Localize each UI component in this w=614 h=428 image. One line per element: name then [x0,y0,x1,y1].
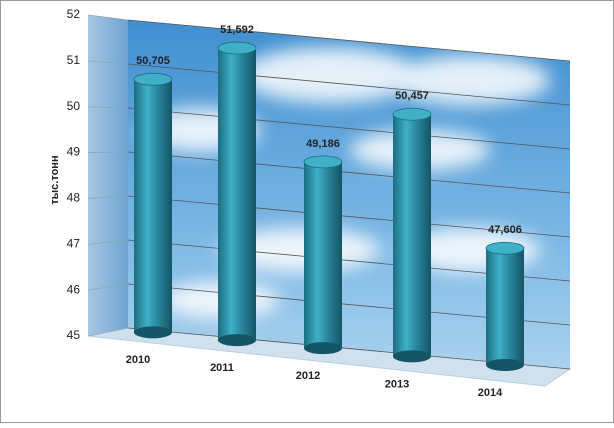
y-tick-label: 48 [67,191,81,205]
y-tick-label: 50 [67,99,81,113]
y-tick-label: 47 [67,236,81,250]
y-axis-label: тыс.тонн [49,155,61,204]
bar-base [304,342,342,355]
grid-line [127,19,571,62]
side-wall [88,15,128,336]
x-tick-label: 2011 [210,362,234,374]
grid-line [87,151,129,153]
x-tick-label: 2014 [478,387,503,399]
value-label: 51,592 [220,24,254,36]
y-tick-label: 52 [67,7,81,21]
y-tick-label: 46 [67,282,81,296]
value-label: 47,606 [488,224,522,236]
bar-base [393,350,431,363]
y-tick-label: 51 [67,53,81,67]
bar-base [134,326,172,339]
grid-line [87,239,129,245]
bar-top [392,107,432,121]
value-label: 50,457 [395,90,429,102]
grid-line [87,195,129,199]
grid-line [87,327,129,337]
bar-top [133,72,173,86]
grid-line [87,60,129,65]
x-tick-label: 2013 [385,378,409,390]
bar-top [485,241,525,255]
bar [134,79,172,333]
grid-line [127,151,571,194]
grid-line [87,14,129,21]
y-tick-label: 45 [67,328,81,342]
grid-line [127,195,571,238]
bar-top [217,41,257,55]
grid-line [127,107,571,150]
bar-top [303,155,343,169]
y-tick-label: 49 [67,145,81,159]
bar-base [486,358,524,371]
grid-line [87,106,129,109]
value-label: 49,186 [306,138,340,150]
bar [393,114,431,357]
value-label: 50,705 [136,55,170,67]
grid-line [127,63,571,106]
bar [304,161,342,349]
bar [486,248,524,365]
bar-base [218,334,256,347]
bar [218,48,256,341]
grid-line [87,283,129,291]
x-tick-label: 2012 [296,370,320,382]
x-tick-label: 2010 [126,354,150,366]
